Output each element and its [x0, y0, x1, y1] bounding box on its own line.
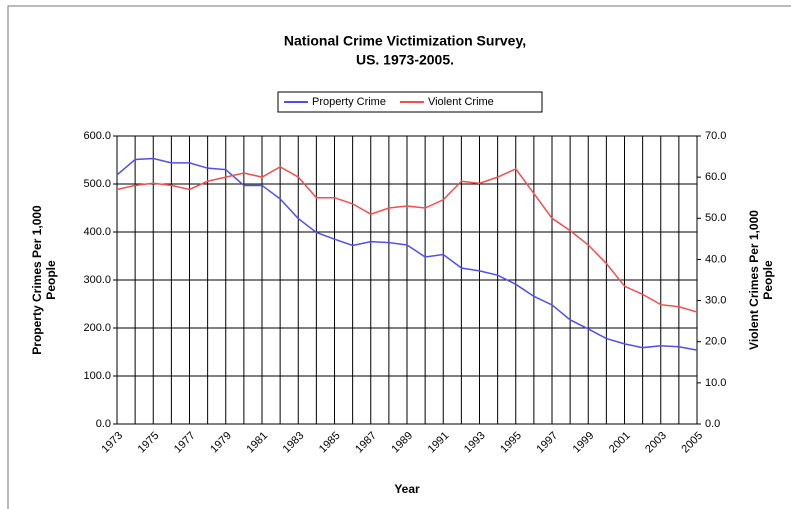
chart-frame	[7, 5, 791, 509]
x-tick-label: 1995	[498, 430, 524, 456]
x-tick-label: 2003	[643, 430, 669, 456]
y-tick-label: 400.0	[83, 226, 111, 238]
y2-tick-label: 40.0	[705, 253, 726, 265]
y2-tick-label: 0.0	[705, 418, 720, 430]
y-tick-label: 300.0	[83, 274, 111, 286]
x-axis-title: Year	[394, 482, 420, 496]
y2-axis-title-line: Violent Crimes Per 1,000	[747, 210, 761, 350]
y2-tick-label: 60.0	[705, 171, 726, 183]
legend-label: Property Crime	[312, 96, 386, 108]
x-tick-label: 1985	[317, 430, 343, 456]
x-tick-label: 1979	[208, 430, 234, 456]
plot-frame	[116, 135, 698, 425]
x-tick-label: 1977	[172, 430, 198, 456]
y-tick-label: 500.0	[83, 178, 111, 190]
y-tick-label: 600.0	[83, 130, 111, 142]
y2-tick-label: 70.0	[705, 130, 726, 142]
chart-title: US. 1973-2005.	[356, 52, 454, 68]
y-axis-title: Property Crimes Per 1,000People	[30, 205, 58, 355]
x-tick-label: 1975	[136, 430, 162, 456]
line-series	[116, 157, 698, 351]
y-tick-label: 100.0	[83, 370, 111, 382]
y-axis-title-line: Property Crimes Per 1,000	[30, 205, 44, 355]
x-tick-label: 2001	[607, 430, 633, 456]
legend-label: Violent Crime	[428, 96, 494, 108]
y2-tick-label: 30.0	[705, 294, 726, 306]
x-tick-label: 1973	[99, 430, 125, 456]
x-tick-label: 1987	[353, 430, 379, 456]
x-tick-label: 1981	[244, 430, 270, 456]
line-series	[116, 165, 698, 313]
y2-tick-label: 20.0	[705, 336, 726, 348]
y2-tick-label: 10.0	[705, 377, 726, 389]
y2-axis-title-line: People	[761, 260, 775, 300]
x-tick-label: 1991	[426, 430, 452, 456]
x-tick-label: 1983	[281, 430, 307, 456]
y-axis-title-line: People	[44, 260, 58, 300]
y2-axis-title: Violent Crimes Per 1,000People	[747, 210, 775, 350]
x-tick-label: 1989	[389, 430, 415, 456]
y2-tick-label: 50.0	[705, 212, 726, 224]
x-tick-label: 2005	[679, 430, 705, 456]
y-tick-label: 200.0	[83, 322, 111, 334]
x-tick-label: 1997	[534, 430, 560, 456]
chart-title: National Crime Victimization Survey,	[284, 33, 526, 49]
x-tick-label: 1993	[462, 430, 488, 456]
x-tick-label: 1999	[571, 430, 597, 456]
y-tick-label: 0.0	[96, 418, 111, 430]
